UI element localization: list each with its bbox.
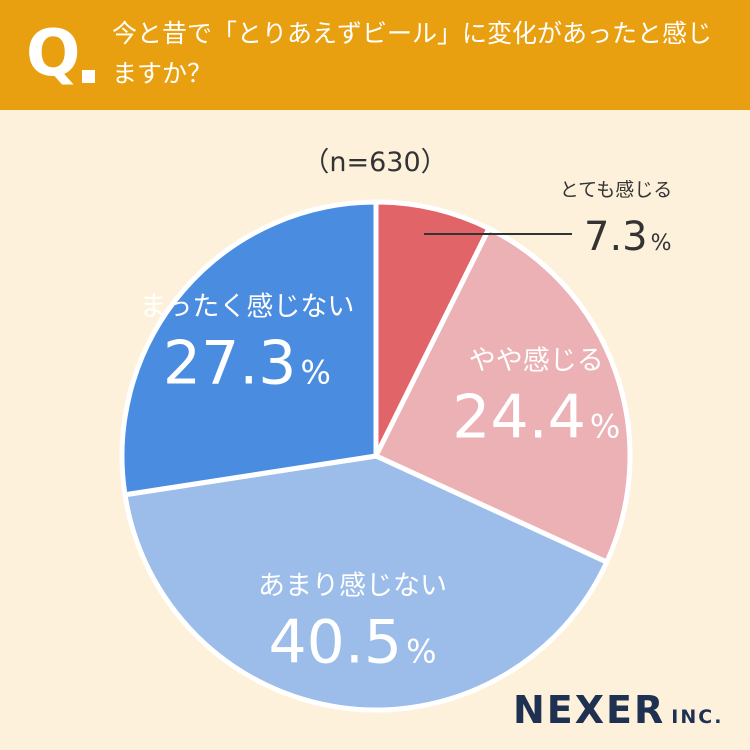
question-title: 今と昔で「とりあえずビール」に変化があったと感じますか？ bbox=[112, 19, 713, 88]
company-logo: NEXER INC. bbox=[513, 688, 723, 732]
slice-label-value: 24.4% bbox=[452, 382, 620, 452]
q-dot bbox=[82, 70, 95, 83]
q-label: Q bbox=[26, 17, 81, 91]
slice-label-value: 40.5% bbox=[269, 607, 437, 677]
logo-main-text: NEXER bbox=[513, 688, 666, 732]
slice-label-category: とても感じる bbox=[560, 179, 672, 201]
slice-label-category: あまり感じない bbox=[258, 570, 447, 601]
pie-slice-2 bbox=[373, 226, 633, 565]
pie-slice-4 bbox=[119, 199, 379, 498]
logo-sub-text: INC. bbox=[671, 706, 724, 728]
sample-size-label: （n=630） bbox=[302, 147, 448, 178]
pie-slice-3 bbox=[122, 453, 610, 713]
header-bar: Q 今と昔で「とりあえずビール」に変化があったと感じますか？ bbox=[0, 0, 750, 110]
slice-label-value: 27.3% bbox=[163, 328, 331, 398]
slice-label-value: 7.3% bbox=[584, 214, 672, 260]
slice-label-category: まったく感じない bbox=[139, 291, 354, 322]
slice-label-category: やや感じる bbox=[469, 345, 604, 376]
